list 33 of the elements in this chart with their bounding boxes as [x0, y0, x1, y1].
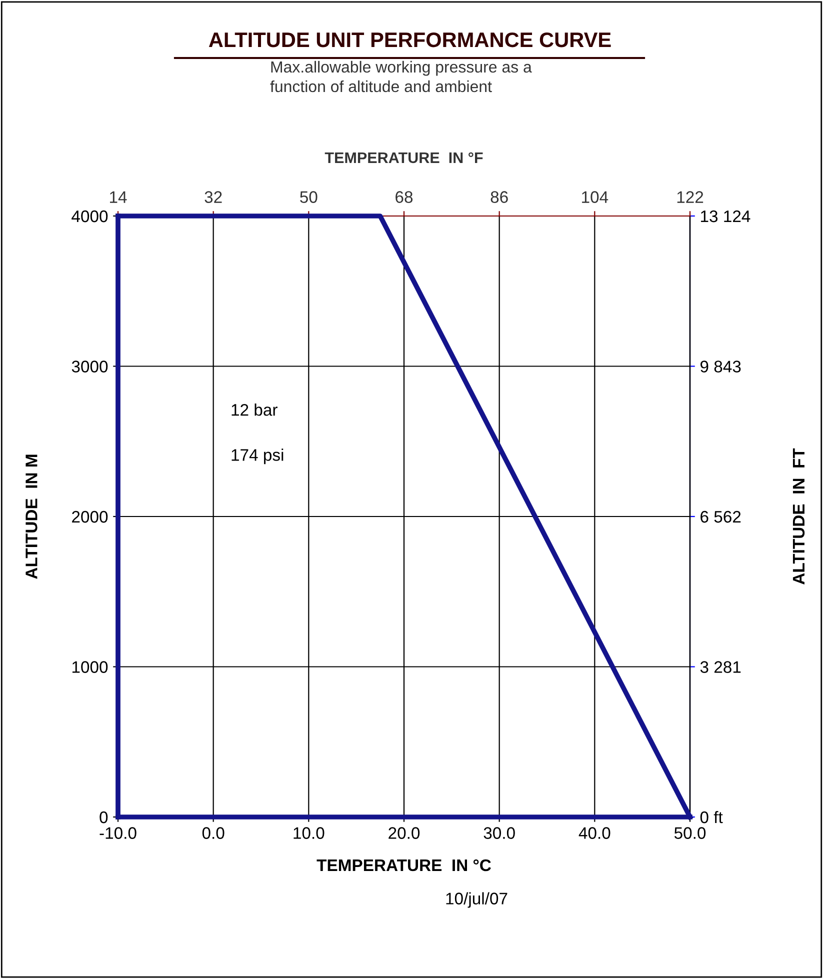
y2-tick-label: 6 562	[700, 510, 741, 523]
text: 10/jul/07	[446, 892, 508, 908]
x-tick-label: 0.0	[202, 827, 224, 839]
y-tick-label: 1000	[72, 661, 108, 673]
annotation: 12 bar	[232, 404, 278, 416]
x-tick-label: 30.0	[484, 827, 515, 839]
x2-tick-label: 104	[582, 191, 608, 203]
x-tick-label: 10.0	[294, 827, 324, 839]
x-tick-label: 40.0	[578, 827, 610, 839]
y2-tick-label: 13 124	[700, 210, 750, 222]
chart-subtitle: Max.allowable working pressure as a function of altitude and ambient	[270, 60, 532, 92]
x2-tick-label: 68	[396, 191, 413, 203]
x-axis-title: TEMPERATURE IN °C	[316, 859, 491, 872]
y2-tick-label: 3 281	[700, 661, 741, 673]
x-tick-label: 20.0	[388, 827, 420, 839]
y-tick-label: 2000	[72, 510, 108, 523]
x2-tick-label: 32	[204, 191, 222, 203]
x2-tick-label: 122	[677, 191, 704, 203]
x-tick-label: -10.0	[100, 827, 136, 839]
x2-tick-label: 86	[490, 191, 508, 203]
y-tick-label: 4000	[72, 210, 108, 222]
y2-axis-title: ALTITUDE IN FT	[792, 448, 805, 584]
x2-tick-label: 50	[300, 191, 318, 203]
annotation: 174 psi	[232, 448, 284, 464]
y2-tick-label: 0 ft	[700, 810, 723, 824]
y-tick-label: 3000	[72, 360, 108, 372]
x2-axis-title: TEMPERATURE IN °F	[324, 152, 483, 164]
chart-title: ALTITUDE UNIT PERFORMANCE CURVE	[208, 32, 611, 48]
y-tick-label: 0	[100, 811, 108, 824]
x2-tick-label: 14	[110, 191, 127, 203]
y-axis-title: ALTITUDE IN M	[26, 454, 38, 579]
y2-tick-label: 9 843	[700, 360, 741, 372]
x-tick-label: 50.0	[674, 827, 706, 839]
